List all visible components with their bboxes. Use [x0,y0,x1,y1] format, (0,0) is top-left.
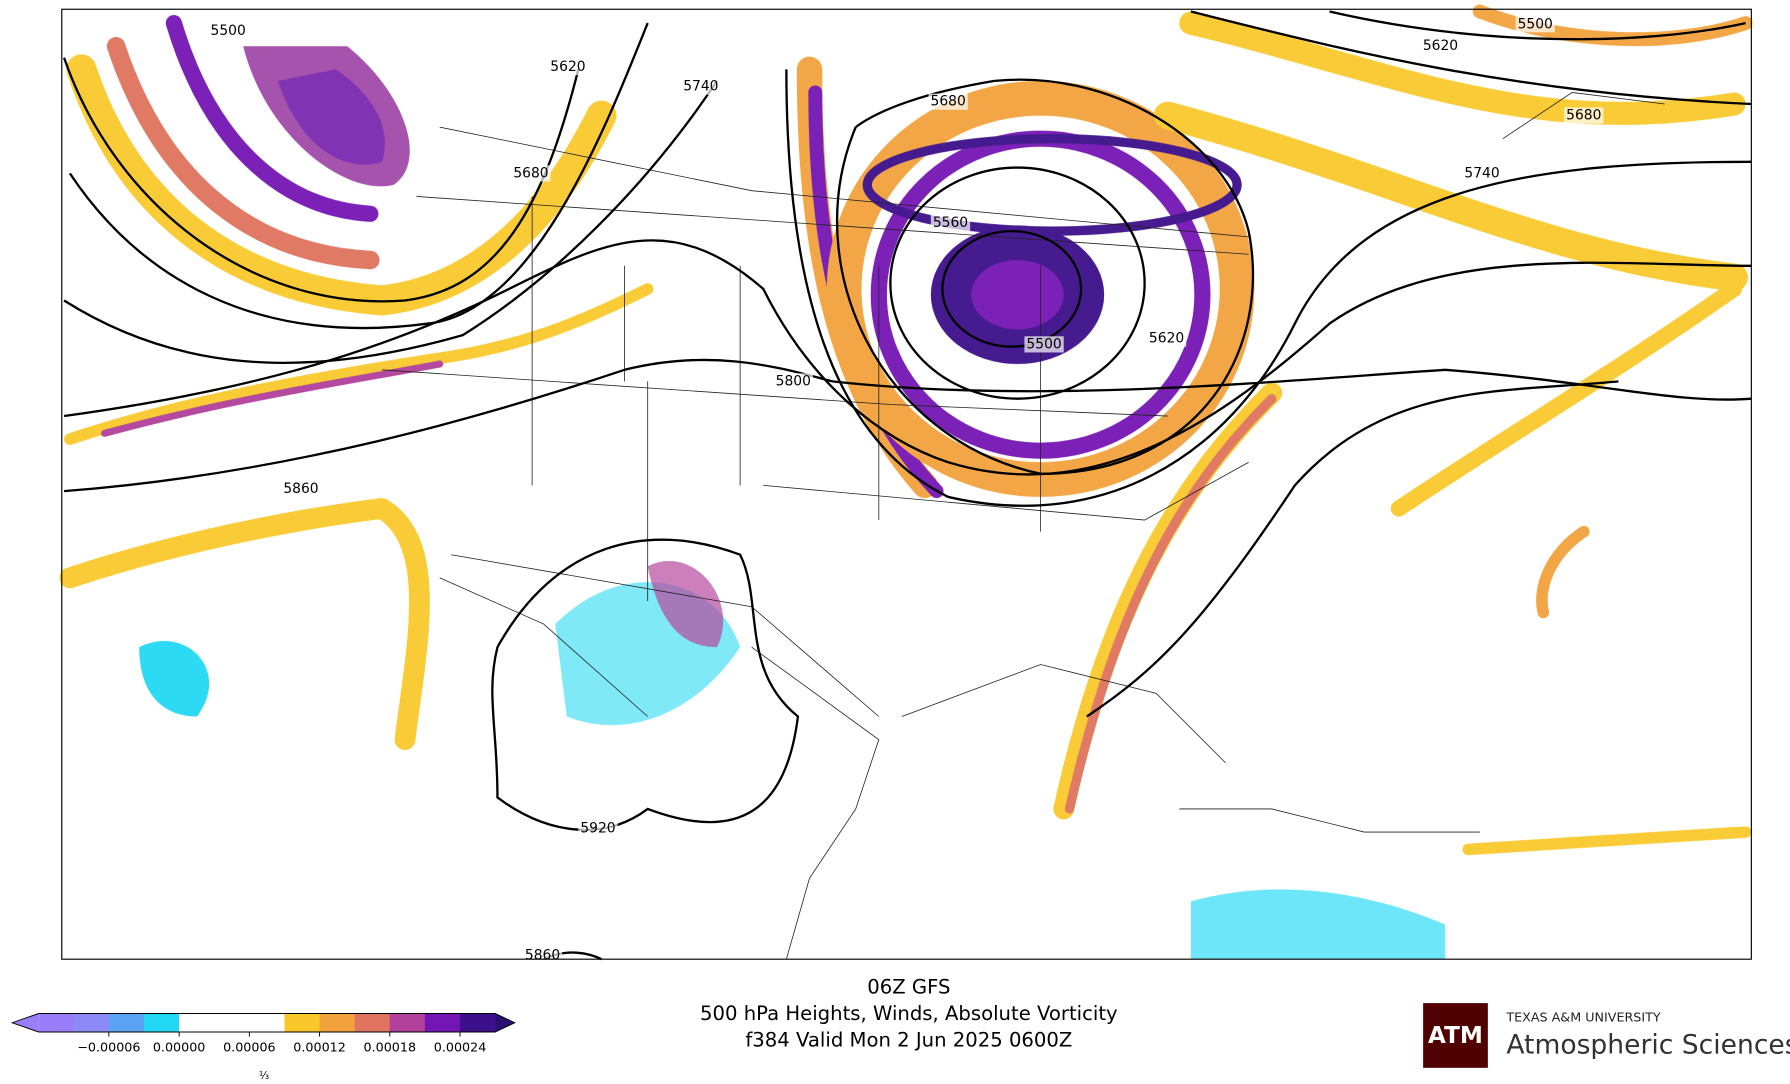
colorbar-outline [10,1013,516,1033]
colorbar-segment [284,1013,321,1032]
contour-label-bg [578,820,618,837]
contour-label-bg [511,165,551,182]
contour-label-bg [548,58,588,76]
contour-label-bg [1515,16,1555,33]
contour-label-bg [1024,336,1064,353]
contour-label-bg [930,214,971,232]
contour-label-bg [1146,330,1187,347]
logo-mark: ATM [1428,1023,1483,1049]
colorbar-segment [319,1013,356,1032]
contour-label: 5620 [550,59,585,75]
contour-label-bg [1564,107,1604,124]
colorbar-segment [144,1013,180,1032]
colorbar-segment [214,1013,250,1032]
contour-label-bg [1420,38,1461,55]
height-contours [62,10,1752,961]
contour-label: 5620 [1423,38,1458,54]
colorbar-tick-label: 0.00000 [153,1040,206,1055]
colorbar-tick-label: −0.00006 [77,1040,140,1055]
map: 5500 5620 5740 5680 5680 5560 5500 5620 5800 5860… [59,4,1753,964]
title-line: f384 Valid Mon 2 Jun 2025 0600Z [745,1029,1072,1052]
contour-label-bg [208,23,248,40]
logo-department: Atmospheric Sciences [1506,1029,1790,1060]
contour-label: 5740 [683,79,718,95]
colorbar: −0.00006 0.00000 0.00006 0.00012 0.00018 0.00… [10,1013,516,1082]
colorbar-segment [108,1013,145,1032]
colorbar-segment [38,1013,75,1032]
colorbar-scale-note: ⅓ [259,1070,269,1082]
title-line: 06Z GFS [867,976,950,999]
title-line: 500 hPa Heights, Winds, Absolute Vortici… [700,1002,1118,1025]
contour-label: 5680 [1566,108,1601,124]
contour-label: 5680 [931,94,966,110]
colorbar-extend [495,1013,515,1032]
logo: ATM TEXAS A&M UNIVERSITY Atmospheric Sci… [1423,1003,1790,1068]
contour-label: 5500 [1026,336,1061,352]
colorbar-segment [460,1013,496,1032]
colorbar-segment [179,1013,215,1032]
colorbar-segment [354,1013,391,1032]
contour-label: 5740 [1464,165,1499,181]
logo-box [1423,1003,1488,1068]
contour-label-bg [773,373,813,390]
title-block: 06Z GFS 500 hPa Heights, Winds, Absolute… [700,976,1118,1052]
contour-label: 5500 [1518,16,1553,32]
colorbar-extend [12,1013,39,1032]
contour-label: 5860 [525,948,560,964]
contour-label: 5860 [283,481,318,497]
logo-university: TEXAS A&M UNIVERSITY [1505,1010,1661,1025]
contour-label-bg [681,78,721,95]
map-border [61,8,1752,960]
colorbar-tick-label: 0.00018 [364,1040,417,1055]
contour-label-bg [1462,165,1502,182]
colorbar-tick-label: 0.00006 [223,1040,276,1055]
contour-label: 5680 [513,165,548,181]
contour-label: 5920 [580,821,615,837]
contour-label: 5500 [211,23,246,39]
contour-label: 5560 [933,215,968,231]
colorbar-segment [249,1013,286,1032]
colorbar-segment [424,1013,461,1032]
colorbar-tick-label: 0.00012 [293,1040,346,1055]
contour-label-bg [281,480,321,497]
contour-label-bg [928,93,968,110]
colorbar-tick-label: 0.00024 [434,1040,487,1055]
colorbar-segment [73,1013,110,1032]
contour-label: 5620 [1149,331,1184,347]
colorbar-segment [389,1013,426,1032]
contour-label: 5800 [776,373,811,389]
